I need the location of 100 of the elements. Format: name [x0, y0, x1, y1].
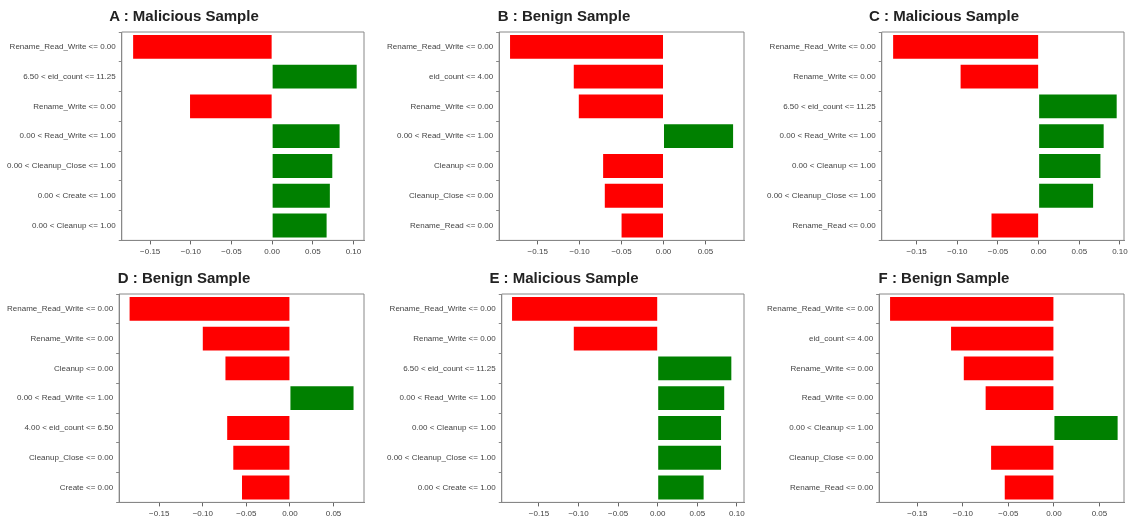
- chart-title: F : Benign Sample: [878, 269, 1010, 287]
- y-tick-label: Rename_Read <= 0.00: [409, 220, 494, 230]
- chart-title: A : Malicious Sample: [109, 7, 259, 25]
- y-tick-label: 0.00 < Cleanup <= 1.00: [411, 423, 497, 433]
- x-tick-label: −0.05: [611, 247, 633, 257]
- x-tick-label: 0.05: [305, 247, 322, 257]
- bar: [272, 183, 330, 208]
- bar: [1039, 124, 1104, 149]
- x-tick-label: 0.10: [1112, 247, 1129, 257]
- y-tick-label: 4.00 < eid_count <= 6.50: [24, 423, 114, 433]
- y-tick-label: 0.00 < Read_Write <= 1.00: [779, 131, 877, 141]
- y-tick-label: Cleanup <= 0.00: [433, 161, 494, 171]
- x-tick-label: −0.10: [569, 247, 591, 257]
- x-tick-label: −0.15: [906, 247, 928, 257]
- y-tick-label: Rename_Write <= 0.00: [790, 363, 874, 373]
- y-tick-label: 0.00 < Cleanup <= 1.00: [789, 423, 874, 433]
- bar: [658, 475, 704, 500]
- y-tick-label: Cleanup_Close <= 0.00: [789, 452, 874, 462]
- x-tick-label: 0.00: [649, 509, 667, 519]
- y-tick-label: Rename_Read_Write <= 0.00: [389, 304, 497, 314]
- x-tick-label: −0.15: [528, 509, 550, 519]
- bar: [991, 213, 1039, 238]
- x-tick-label: −0.15: [907, 509, 929, 519]
- bar: [893, 34, 1039, 59]
- y-tick-label: Read_Write <= 0.00: [801, 393, 874, 403]
- y-tick-label: Cleanup_Close <= 0.00: [409, 190, 494, 200]
- y-tick-label: 0.00 < Read_Write <= 1.00: [19, 131, 117, 141]
- x-tick-label: −0.10: [180, 247, 202, 257]
- x-tick-label: 0.10: [345, 247, 362, 257]
- y-tick-label: eid_count <= 4.00: [429, 71, 494, 81]
- chart-title: B : Benign Sample: [497, 7, 631, 25]
- y-tick-label: Rename_Read <= 0.00: [792, 220, 877, 230]
- bar: [1039, 183, 1094, 208]
- bar: [512, 296, 658, 321]
- y-tick-label: Rename_Read_Write <= 0.00: [387, 42, 494, 52]
- y-tick-label: Rename_Write <= 0.00: [33, 101, 117, 111]
- x-tick-label: 0.05: [325, 509, 342, 519]
- x-tick-label: 0.05: [1091, 509, 1108, 519]
- y-tick-label: Rename_Write <= 0.00: [410, 101, 494, 111]
- x-tick-label: −0.10: [568, 509, 590, 519]
- x-tick-label: −0.10: [952, 509, 974, 519]
- y-tick-label: Create <= 0.00: [59, 482, 114, 492]
- y-tick-label: Rename_Read_Write <= 0.00: [769, 42, 877, 52]
- x-tick-label: 0.10: [729, 509, 746, 519]
- x-tick-label: 0.05: [689, 509, 706, 519]
- x-tick-label: −0.05: [998, 509, 1020, 519]
- chart-title: E : Malicious Sample: [489, 269, 639, 287]
- x-tick-label: −0.05: [236, 509, 258, 519]
- bar: [272, 64, 357, 89]
- x-tick-label: 0.00: [655, 247, 672, 257]
- chart-title: D : Benign Sample: [117, 269, 251, 287]
- y-tick-label: Rename_Read_Write <= 0.00: [767, 304, 874, 314]
- y-tick-label: eid_count <= 4.00: [809, 333, 874, 343]
- chart-title: C : Malicious Sample: [868, 7, 1020, 25]
- x-tick-label: −0.05: [608, 509, 629, 519]
- y-tick-label: 0.00 < Create <= 1.00: [417, 482, 497, 492]
- bar: [1039, 154, 1101, 178]
- y-tick-label: 0.00 < Cleanup_Close <= 1.00: [387, 452, 497, 462]
- bar: [658, 416, 722, 440]
- x-tick-label: −0.15: [527, 247, 549, 257]
- x-tick-label: 0.00: [282, 509, 299, 519]
- x-tick-label: −0.15: [140, 247, 161, 257]
- y-tick-label: 0.00 < Read_Write <= 1.00: [399, 393, 497, 403]
- y-tick-label: 0.00 < Read_Write <= 1.00: [17, 393, 114, 403]
- y-tick-label: Rename_Write <= 0.00: [793, 71, 877, 81]
- x-tick-label: 0.00: [264, 247, 281, 257]
- bar: [658, 386, 725, 411]
- y-tick-label: Rename_Write <= 0.00: [30, 333, 114, 343]
- y-tick-label: 0.00 < Cleanup <= 1.00: [31, 220, 117, 230]
- y-tick-label: Cleanup <= 0.00: [53, 363, 114, 373]
- x-tick-label: 0.05: [697, 247, 714, 257]
- y-tick-label: Rename_Write <= 0.00: [413, 333, 497, 343]
- bar: [1039, 94, 1117, 119]
- x-tick-label: −0.05: [987, 247, 1009, 257]
- bar: [658, 445, 722, 470]
- bar: [272, 124, 340, 149]
- y-tick-label: 6.50 < eid_count <= 11.25: [403, 363, 497, 373]
- x-tick-label: 0.00: [1030, 247, 1047, 257]
- x-tick-label: −0.10: [947, 247, 969, 257]
- y-tick-label: 6.50 < eid_count <= 11.25: [783, 101, 877, 111]
- x-tick-label: −0.05: [221, 247, 243, 257]
- y-tick-label: Rename_Read_Write <= 0.00: [9, 42, 117, 52]
- y-tick-label: Cleanup_Close <= 0.00: [29, 452, 114, 462]
- x-tick-label: −0.15: [149, 509, 170, 519]
- y-tick-label: 0.00 < Cleanup_Close <= 1.00: [767, 190, 877, 200]
- bar: [960, 64, 1039, 89]
- y-tick-label: 0.00 < Cleanup <= 1.00: [791, 161, 877, 171]
- bar: [272, 154, 333, 178]
- y-tick-label: Rename_Read <= 0.00: [789, 482, 874, 492]
- y-tick-label: 0.00 < Cleanup_Close <= 1.00: [7, 161, 117, 171]
- y-tick-label: 6.50 < eid_count <= 11.25: [23, 71, 117, 81]
- bar: [573, 326, 658, 351]
- x-tick-label: 0.05: [1071, 247, 1088, 257]
- y-tick-label: Rename_Read_Write <= 0.00: [7, 304, 114, 314]
- y-tick-label: 0.00 < Read_Write <= 1.00: [397, 131, 494, 141]
- bar: [133, 34, 272, 59]
- bar: [190, 94, 272, 119]
- y-tick-label: 0.00 < Create <= 1.00: [37, 190, 117, 200]
- bar: [272, 213, 327, 238]
- x-tick-label: −0.10: [192, 509, 214, 519]
